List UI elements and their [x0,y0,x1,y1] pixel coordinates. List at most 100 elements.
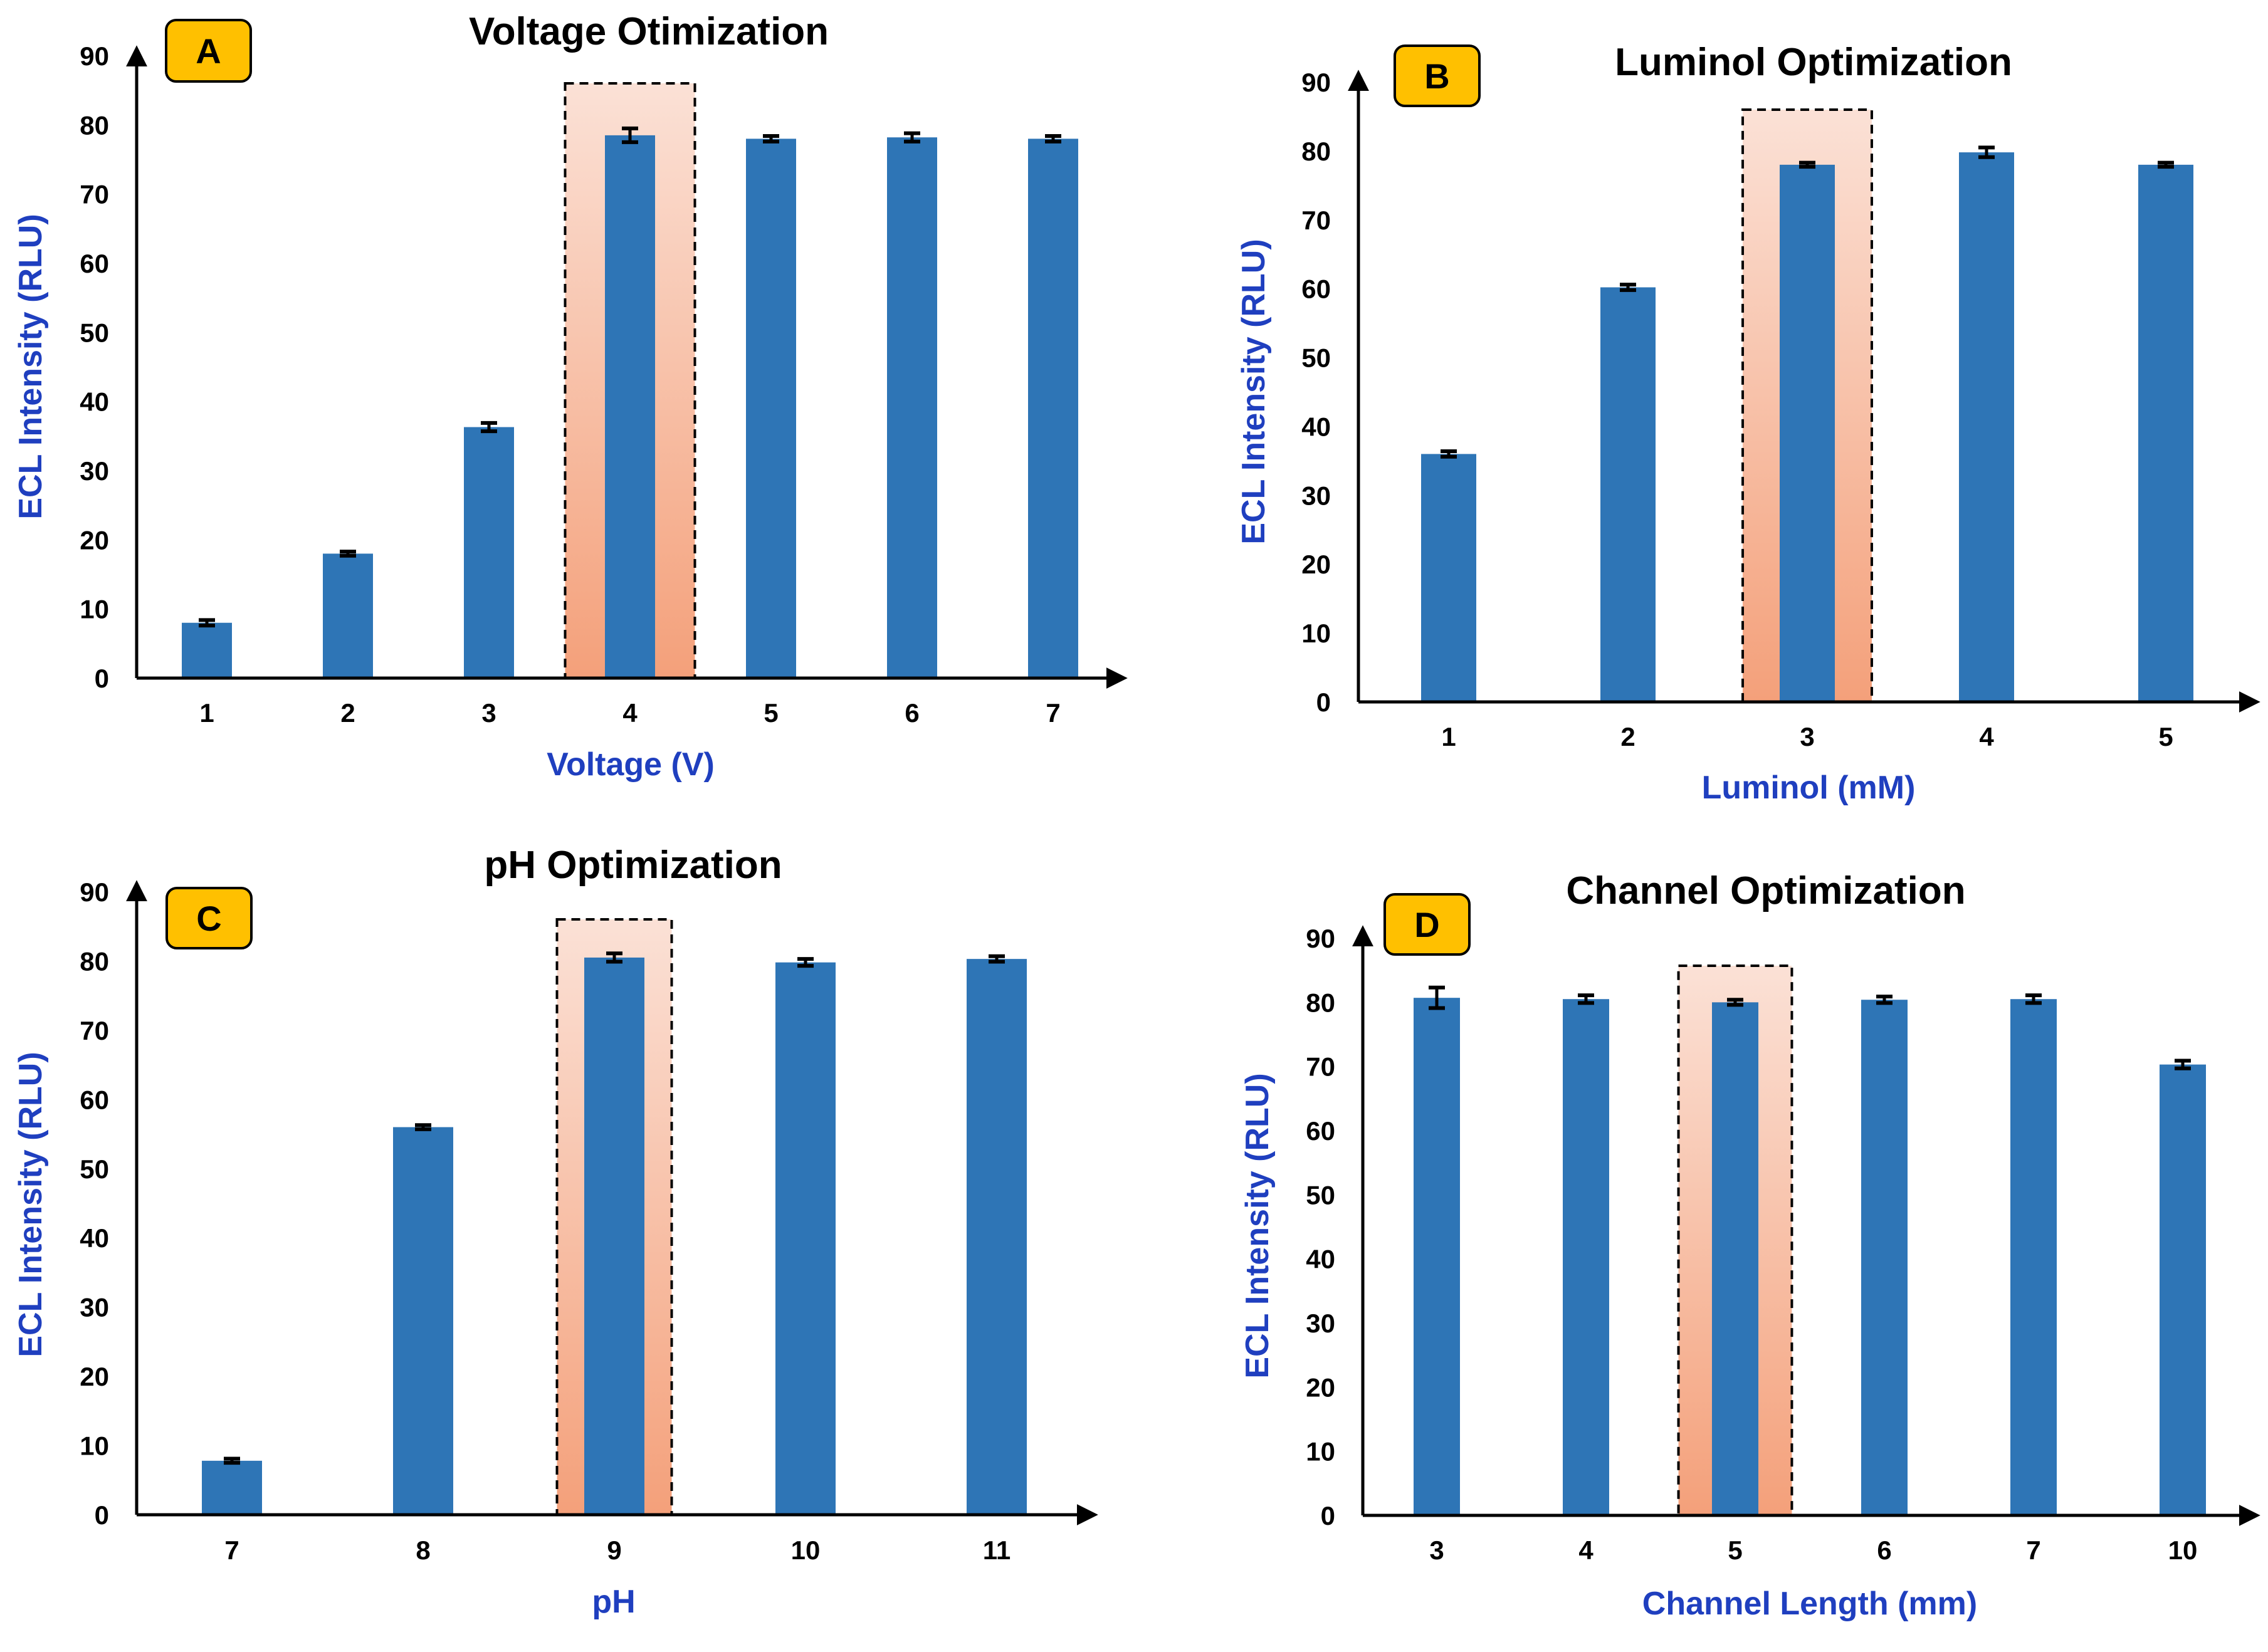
chart-a-bar-1 [182,622,232,678]
chart-d-x-tick-label: 4 [1578,1535,1593,1565]
chart-a-error-bar-5 [763,133,779,144]
chart-d-y-axis-label: ECL Intensity (RLU) [1239,1073,1276,1378]
chart-a-bar-3 [464,427,514,678]
chart-d-y-tick-label: 60 [1306,1116,1335,1146]
chart-b-error-bar-1 [1441,449,1457,459]
chart-b-x-axis-label: Luminol (mM) [1702,770,1916,806]
chart-b-x-tick-label: 1 [1441,722,1456,751]
chart-d-bar-4 [1563,999,1609,1515]
chart-a-x-tick-label: 1 [199,698,214,728]
chart-d-x-tick-label: 7 [2026,1535,2040,1565]
chart-d-y-tick-label: 30 [1306,1309,1335,1338]
chart-b-y-tick-label: 90 [1301,68,1331,97]
chart-c-x-tick-label: 10 [791,1535,821,1565]
chart-d-y-tick-label: 40 [1306,1245,1335,1274]
chart-c-y-tick-label: 90 [80,877,109,907]
chart-a-bar-4 [605,135,655,679]
chart-c-y-tick-label: 30 [80,1293,109,1322]
chart-a-x-tick-label: 7 [1046,698,1060,728]
chart-c-error-bar-8 [415,1123,431,1131]
chart-a-x-tick-label: 5 [764,698,778,728]
chart-a-bar-7 [1028,139,1078,678]
chart-c-x-axis-label: pH [592,1584,635,1620]
chart-a-y-tick-label: 50 [80,318,109,347]
chart-a-panel-letter: A [196,31,221,71]
chart-d-panel-badge: D [1383,893,1471,956]
chart-d-x-tick-label: 10 [2168,1535,2198,1565]
chart-b-x-tick-label: 2 [1620,722,1635,751]
chart-c-bar-10 [775,962,836,1515]
chart-c-error-bar-11 [989,954,1005,964]
chart-b-y-tick-label: 80 [1301,137,1331,166]
chart-b-x-tick-label: 5 [2158,722,2173,751]
chart-d-y-tick-label: 20 [1306,1372,1335,1402]
chart-a-error-bar-3 [481,421,497,434]
chart-c-error-bar-10 [797,957,814,968]
chart-c-y-tick-label: 20 [80,1362,109,1391]
chart-b-error-bar-5 [2158,160,2174,169]
chart-d-x-tick-label: 5 [1728,1535,1742,1565]
chart-d-bar-10 [2160,1064,2206,1515]
chart-b-y-tick-label: 0 [1316,687,1331,717]
chart-a-y-tick-label: 90 [80,41,109,71]
chart-a-title: Voltage Otimization [469,10,829,53]
chart-d-y-tick-label: 10 [1306,1437,1335,1466]
chart-a-bar-6 [887,137,937,678]
chart-b-luminol: 0 10 20 30 40 50 60 70 80 90 1 2 3 4 5 Luminol Optimiza… [1236,41,2260,806]
chart-d-error-bar-10 [2175,1059,2191,1070]
chart-c-y-tick-label: 80 [80,946,109,976]
chart-a-y-tick-label: 30 [80,456,109,486]
chart-d-channel: 0 10 20 30 40 50 60 70 80 90 3 4 5 6 7 10 Channel Optimi… [1239,869,2260,1622]
chart-a-x-tick-label: 4 [622,698,638,728]
chart-a-error-bar-4 [622,126,638,144]
chart-b-bar-4 [1959,152,2014,702]
chart-a-y-axis-label: ECL Intensity (RLU) [13,214,49,519]
chart-c-error-bar-9 [606,951,622,964]
chart-a-voltage: 0 10 20 30 40 50 60 70 80 90 1 2 3 4 5 6 7 Voltage Otimiz… [13,10,1128,783]
chart-a-y-tick-label: 0 [95,664,109,693]
chart-a-x-tick-label: 2 [340,698,355,728]
chart-a-error-bar-6 [904,131,920,144]
chart-c-x-tick-label: 7 [224,1535,239,1565]
chart-d-y-tick-label: 70 [1306,1052,1335,1082]
chart-d-y-tick-label: 50 [1306,1180,1335,1210]
chart-a-y-tick-label: 20 [80,525,109,555]
chart-d-error-bar-3 [1429,985,1445,1010]
chart-b-bar-2 [1600,287,1656,703]
chart-b-y-axis-label: ECL Intensity (RLU) [1236,239,1272,544]
chart-c-y-axis-label: ECL Intensity (RLU) [13,1052,49,1357]
chart-c-title: pH Optimization [484,844,782,887]
chart-a-y-tick-label: 60 [80,249,109,278]
chart-a-y-tick-label: 40 [80,387,109,417]
chart-b-x-tick-label: 3 [1800,722,1814,751]
chart-d-bar-7 [2010,999,2057,1515]
chart-c-error-bar-7 [224,1456,240,1465]
chart-c-y-tick-label: 40 [80,1223,109,1253]
chart-d-title: Channel Optimization [1566,869,1965,912]
chart-a-x-tick-label: 6 [905,698,919,728]
chart-a-x-axis-label: Voltage (V) [547,746,715,783]
chart-d-y-tick-label: 0 [1321,1501,1335,1530]
chart-c-y-tick-label: 50 [80,1154,109,1184]
chart-d-x-axis-label: Channel Length (mm) [1642,1586,1977,1622]
chart-b-panel-letter: B [1424,56,1449,96]
chart-d-error-bar-7 [2025,993,2042,1005]
chart-d-y-tick-label: 80 [1306,988,1335,1017]
chart-a-x-tick-label: 3 [481,698,496,728]
chart-a-panel-badge: A [165,19,252,83]
chart-d-error-bar-5 [1727,998,1743,1007]
chart-d-x-tick-label: 3 [1429,1535,1444,1565]
chart-c-bar-8 [393,1127,453,1515]
chart-b-error-bar-3 [1799,160,1815,169]
chart-c-y-tick-label: 60 [80,1085,109,1114]
chart-c-y-tick-label: 0 [95,1500,109,1530]
chart-a-error-bar-1 [199,618,215,628]
chart-c-bar-11 [967,959,1027,1515]
chart-a-error-bar-7 [1045,133,1061,144]
chart-b-y-tick-label: 40 [1301,412,1331,441]
chart-b-y-tick-label: 70 [1301,206,1331,235]
chart-b-panel-badge: B [1394,44,1481,107]
chart-b-y-tick-label: 30 [1301,481,1331,510]
chart-b-bar-5 [2138,164,2193,702]
